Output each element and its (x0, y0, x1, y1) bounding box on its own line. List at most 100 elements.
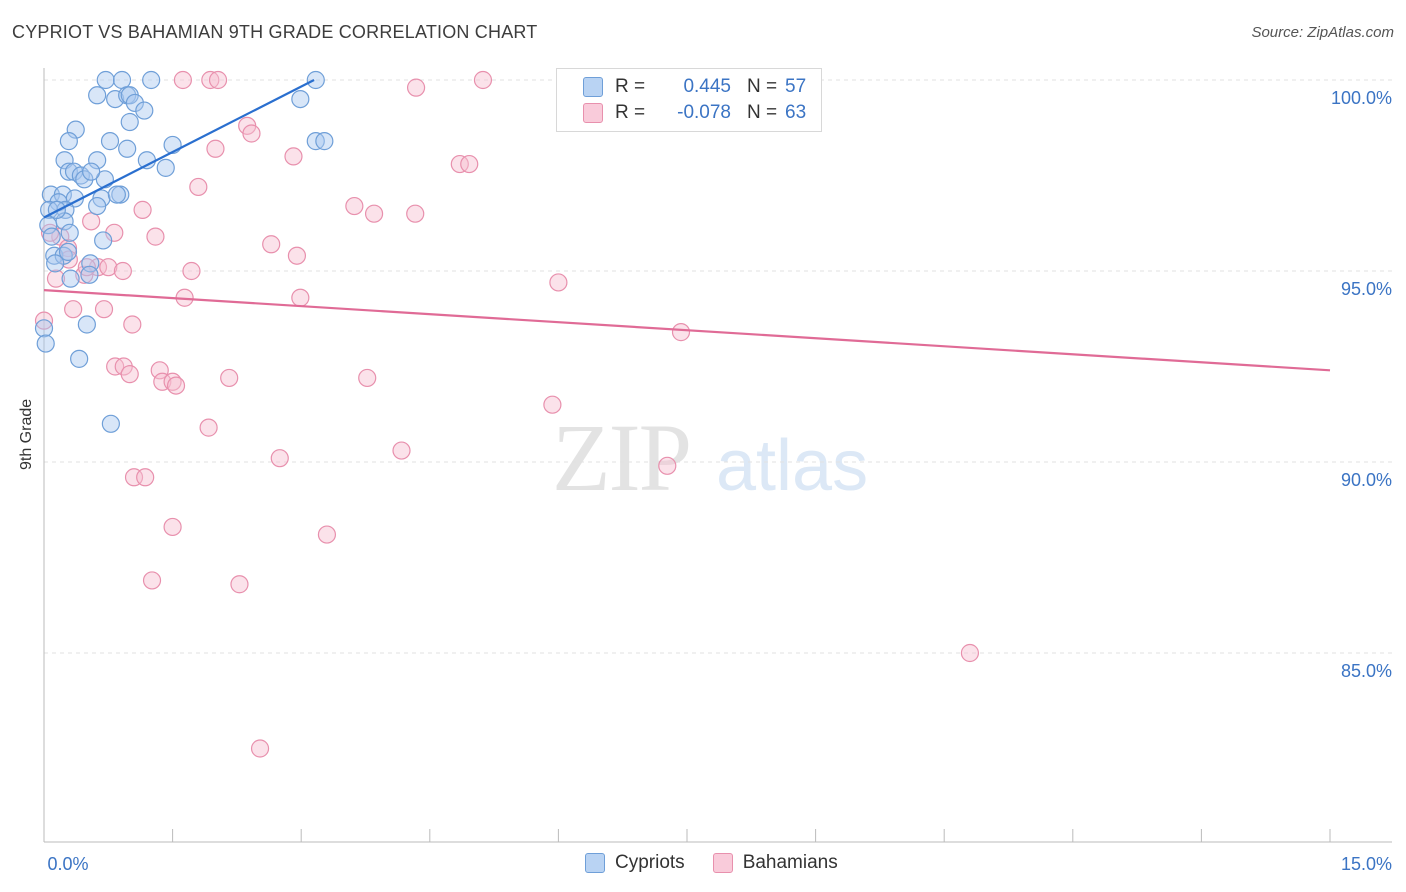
r-value-cypriots: 0.445 (683, 76, 731, 97)
bahamians-point (220, 368, 239, 388)
bahamians-point (270, 449, 289, 468)
cypriots-point (107, 185, 126, 204)
bahamians-point (208, 70, 228, 90)
bahamians-point (960, 643, 980, 663)
bahamians-point (182, 261, 201, 281)
bahamians-point (166, 376, 186, 395)
cypriots-point (60, 223, 79, 242)
n-label: N = (747, 76, 778, 97)
cypriots-point (135, 101, 154, 120)
legend-row-cypriots: R = 0.445 N = 57 (583, 74, 806, 100)
cypriots-point (125, 93, 144, 113)
cypriots-point (142, 70, 161, 90)
bahamians-point (317, 525, 337, 544)
tick-labels: 85.0% 90.0% 95.0% 100.0% 0.0% 15.0% (47, 88, 1392, 874)
cypriots-point (46, 254, 65, 273)
r-label: R = (615, 102, 646, 123)
bahamians-point (358, 368, 377, 388)
y-tick-label: 100.0% (1331, 88, 1392, 108)
bahamians-point (123, 315, 142, 334)
bahamians-point (406, 78, 426, 97)
bahamians-point (34, 311, 54, 330)
cypriots-point (58, 242, 78, 261)
bahamians-point (345, 196, 364, 216)
bahamians-point (142, 571, 162, 590)
bahamians-point (94, 300, 114, 319)
cypriots-legend-label: Cypriots (615, 852, 685, 873)
cypriots-point (66, 120, 85, 139)
cypriots-point (106, 89, 125, 109)
bahamians-swatch (583, 103, 603, 123)
cypriots-points (34, 70, 334, 433)
cypriots-legend-swatch (585, 853, 605, 873)
legend-item-cypriots[interactable]: Cypriots (585, 852, 685, 874)
bahamians-point (99, 258, 118, 277)
bahamians-point (450, 154, 469, 174)
cypriots-point (82, 162, 101, 181)
chart-source: Source: ZipAtlas.com (1251, 24, 1394, 41)
bahamians-point (250, 739, 270, 758)
cypriots-point (101, 414, 120, 433)
bahamians-legend-swatch (712, 853, 733, 873)
bahamians-point (163, 517, 182, 537)
bahamians-point (262, 235, 281, 254)
n-label: N = (747, 102, 778, 123)
bahamians-point (189, 177, 208, 197)
series-legend: Cypriots Bahamians (585, 852, 866, 874)
cypriots-point (77, 315, 96, 334)
r-label: R = (615, 76, 646, 97)
bahamians-point (287, 246, 307, 265)
cypriots-point (120, 112, 139, 132)
cypriots-point (34, 319, 54, 338)
cypriots-point (75, 170, 94, 189)
bahamians-point (473, 70, 493, 90)
bahamians-point (46, 269, 66, 288)
bahamians-point (242, 124, 261, 143)
bahamians-point (201, 70, 220, 90)
legend-item-bahamians[interactable]: Bahamians (712, 852, 838, 874)
cypriots-point (61, 269, 80, 288)
bahamians-point (291, 288, 310, 307)
bahamians-point (199, 418, 218, 437)
cypriots-trend-line (43, 79, 315, 219)
trend-lines (43, 79, 1331, 372)
bahamians-point (82, 212, 101, 231)
bahamians-point (136, 468, 155, 487)
bahamians-point (206, 139, 225, 158)
cypriots-point (88, 196, 107, 216)
bahamians-point (133, 200, 152, 219)
cypriots-point (118, 139, 137, 158)
cypriots-point (80, 265, 99, 284)
cypriots-swatch (583, 77, 603, 97)
cypriots-point (42, 227, 61, 246)
bahamians-point (64, 300, 83, 319)
bahamians-point (284, 147, 303, 166)
bahamians-legend-label: Bahamians (742, 852, 838, 873)
cypriots-point (59, 132, 78, 151)
bahamians-point (120, 365, 139, 384)
y-tick-label: 95.0% (1341, 279, 1392, 299)
bahamians-point (543, 395, 562, 414)
cypriots-point (45, 246, 64, 265)
bahamians-point (146, 227, 165, 246)
legend-row-bahamians: R = -0.078 N = 63 (583, 100, 806, 126)
n-value-bahamians: 63 (785, 102, 807, 123)
cypriots-point (88, 151, 107, 170)
bahamians-point (549, 273, 568, 292)
cypriots-point (70, 349, 89, 368)
bahamians-point (658, 456, 677, 475)
y-tick-label: 85.0% (1341, 661, 1392, 681)
bahamians-point (230, 575, 249, 594)
stats-legend: R = 0.445 N = 57 R = -0.078 N = 63 (556, 68, 822, 132)
cypriots-point (112, 70, 132, 90)
chart-title: CYPRIOT VS BAHAMIAN 9TH GRADE CORRELATIO… (12, 22, 538, 42)
grid-lines (44, 79, 1392, 654)
cypriots-point (315, 132, 334, 151)
cypriots-point (291, 89, 310, 109)
cypriots-point (306, 70, 325, 90)
cypriots-point (96, 70, 115, 90)
bahamians-point (150, 361, 169, 380)
axes (43, 68, 1392, 843)
n-value-cypriots: 57 (785, 76, 807, 97)
